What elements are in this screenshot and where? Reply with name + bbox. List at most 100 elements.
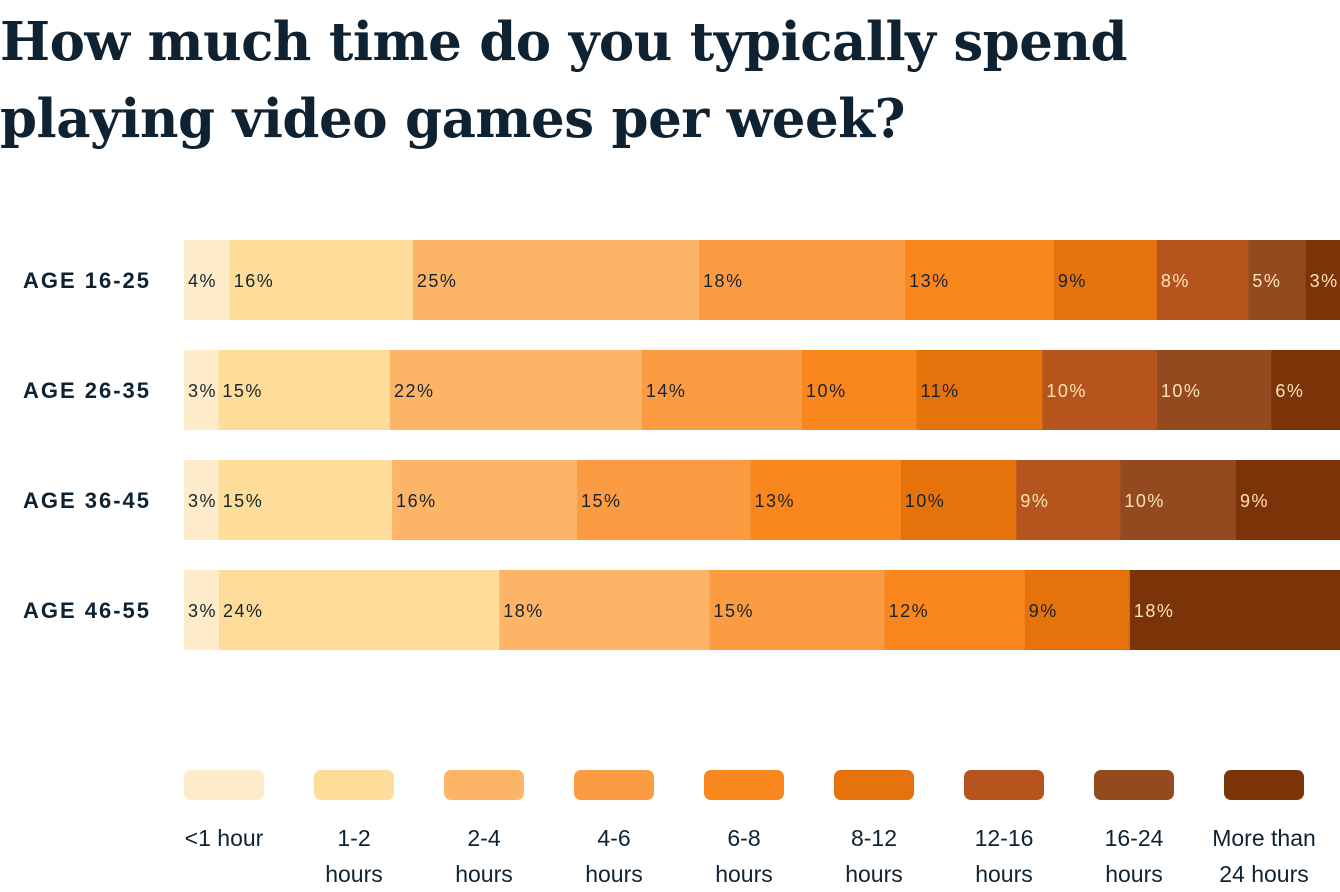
bar-segment (229, 240, 414, 320)
data-label: 8% (1161, 271, 1190, 291)
legend-label: hours (1105, 861, 1163, 887)
legend-label: <1 hour (185, 825, 264, 851)
legend-swatch (314, 770, 394, 800)
bar-segment (218, 460, 393, 540)
data-label: 9% (1058, 271, 1087, 291)
bar-segment (219, 570, 500, 650)
bar-segment (884, 570, 1026, 650)
legend-label: 24 hours (1219, 861, 1309, 887)
data-label: 16% (234, 271, 275, 291)
bar-segment (184, 570, 220, 650)
data-label: 3% (188, 381, 217, 401)
bar-segment (916, 350, 1043, 430)
bar-segment (577, 460, 751, 540)
legend-label: hours (845, 861, 903, 887)
data-label: 4% (188, 271, 217, 291)
data-label: 3% (188, 491, 217, 511)
data-label: 9% (1020, 491, 1049, 511)
data-label: 11% (921, 381, 960, 401)
legend-label: hours (585, 861, 643, 887)
legend-label: 4-6 (597, 825, 630, 851)
legend-swatch (964, 770, 1044, 800)
legend-swatch (444, 770, 524, 800)
bar-segment (1156, 350, 1272, 430)
data-label: 15% (713, 601, 754, 621)
bar-segment (709, 570, 886, 650)
legend-swatch (1094, 770, 1174, 800)
data-label: 18% (703, 271, 744, 291)
data-label: 10% (1161, 381, 1202, 401)
legend-label: 12-16 (975, 825, 1034, 851)
data-label: 18% (1134, 601, 1175, 621)
bar-segment (499, 570, 710, 650)
bar-segment (641, 350, 803, 430)
legend-label: 1-2 (337, 825, 370, 851)
data-label: 10% (905, 491, 946, 511)
bar-segment (184, 350, 219, 430)
bar-segment (390, 350, 643, 430)
bar-segment (900, 460, 1017, 540)
bar-segment (1129, 570, 1340, 650)
bar-segment (184, 240, 231, 320)
legend-label: hours (455, 861, 513, 887)
data-label: 3% (1310, 271, 1339, 291)
bar-segment (699, 240, 906, 320)
legend-label: hours (975, 861, 1033, 887)
data-label: 5% (1252, 271, 1281, 291)
bar-segment (392, 460, 578, 540)
data-label: 13% (754, 491, 795, 511)
bar-segment (750, 460, 902, 540)
legend-label: 8-12 (851, 825, 897, 851)
legend-label: 6-8 (727, 825, 760, 851)
data-label: 3% (188, 601, 217, 621)
bar-segment (1024, 570, 1131, 650)
legend-swatch (704, 770, 784, 800)
data-label: 15% (222, 381, 263, 401)
bar-segment (1305, 240, 1340, 320)
bar-segment (1156, 240, 1249, 320)
data-label: 14% (646, 381, 687, 401)
bar-segment (802, 350, 918, 430)
data-label: 10% (806, 381, 847, 401)
legend-label: hours (715, 861, 773, 887)
legend-swatch (834, 770, 914, 800)
legend-label: 16-24 (1105, 825, 1164, 851)
bar-segment (412, 240, 700, 320)
row-label: AGE 46-55 (23, 598, 151, 623)
data-label: 18% (503, 601, 544, 621)
data-label: 25% (417, 271, 458, 291)
data-label: 9% (1240, 491, 1269, 511)
bar-segment (905, 240, 1055, 320)
data-label: 22% (394, 381, 435, 401)
data-label: 12% (889, 601, 930, 621)
chart-title: How much time do you typically spend pla… (0, 11, 1128, 150)
data-label: 10% (1124, 491, 1165, 511)
bar-segment (1248, 240, 1307, 320)
row-label: AGE 36-45 (23, 488, 151, 513)
data-label: 24% (223, 601, 264, 621)
bar-segment (184, 460, 220, 540)
bar-segment (1053, 240, 1158, 320)
data-label: 13% (909, 271, 950, 291)
legend-swatch (1224, 770, 1304, 800)
data-label: 16% (396, 491, 437, 511)
data-label: 9% (1029, 601, 1058, 621)
bar-segment (1042, 350, 1158, 430)
legend-swatch (184, 770, 264, 800)
row-label: AGE 16-25 (23, 268, 151, 293)
data-label: 15% (581, 491, 622, 511)
legend-label: More than (1212, 825, 1316, 851)
bar-segment (1235, 460, 1340, 540)
data-label: 6% (1275, 381, 1304, 401)
row-label: AGE 26-35 (23, 378, 151, 403)
data-label: 10% (1046, 381, 1087, 401)
bar-segment (1271, 350, 1340, 430)
legend-label: hours (325, 861, 383, 887)
bar-segment (1016, 460, 1121, 540)
bar-segment (1120, 460, 1237, 540)
legend-swatch (574, 770, 654, 800)
bar-segment (218, 350, 391, 430)
data-label: 15% (223, 491, 264, 511)
legend-label: 2-4 (467, 825, 500, 851)
